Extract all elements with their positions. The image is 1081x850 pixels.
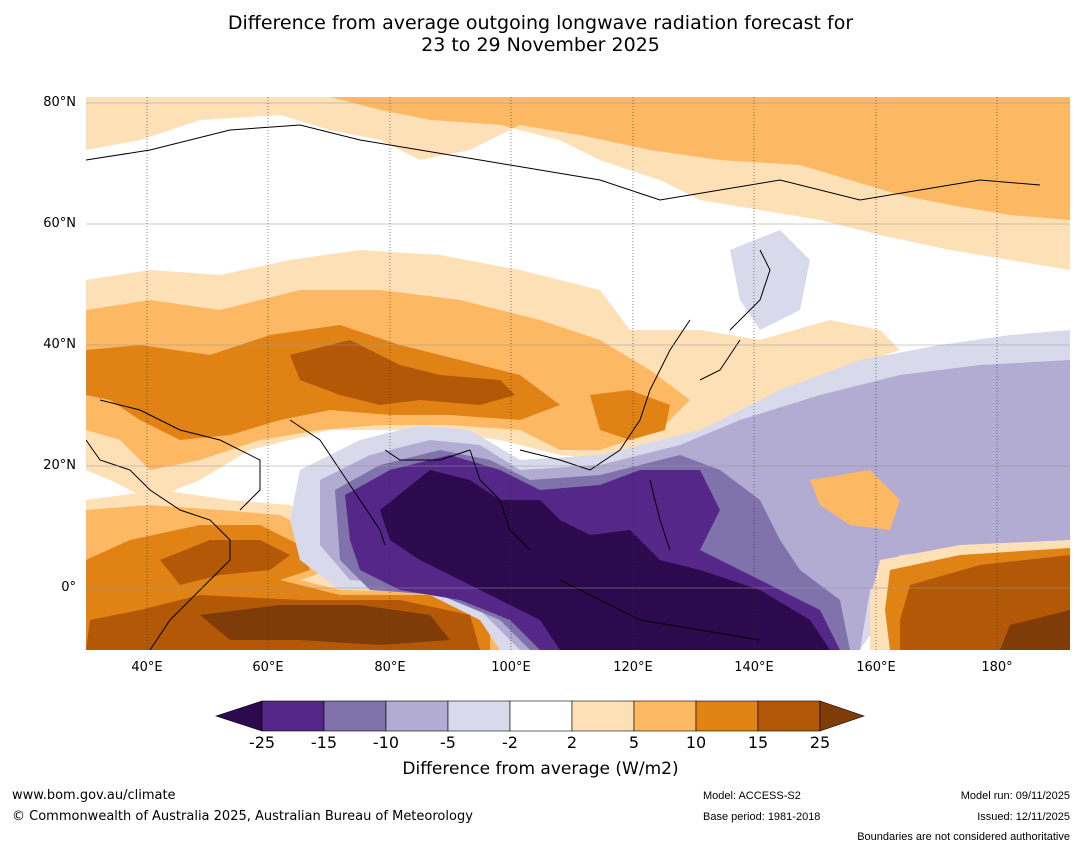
lat-label-80n: 80°N	[43, 95, 76, 110]
colorbar-extend-low	[215, 700, 263, 732]
colorbar-swatch-neg15-neg10	[323, 700, 387, 732]
website-link[interactable]: www.bom.gov.au/climate	[12, 788, 176, 803]
anomaly-region-pacific-5-10	[810, 470, 900, 530]
colorbar-swatch-2-5	[571, 700, 635, 732]
colorbar-swatch-10-15	[695, 700, 759, 732]
colorbar-tick: -10	[372, 733, 400, 752]
colorbar-swatch-neg2-2	[509, 700, 573, 732]
colorbar-swatch-5-10	[633, 700, 697, 732]
colorbar-label: Difference from average (W/m2)	[402, 759, 679, 779]
issued-date: Issued: 12/11/2025	[977, 811, 1070, 823]
anomaly-region-tibet-15-25	[290, 340, 515, 405]
anomaly-region-maritime-below-25	[380, 470, 830, 650]
graticule	[86, 97, 1070, 650]
anomaly-region-indian-ocean-above-25	[200, 605, 450, 645]
lat-label-60n: 60°N	[43, 216, 76, 231]
colorbar-tick: 10	[685, 733, 707, 752]
map-field	[86, 97, 1070, 650]
colorbar-tick: 25	[809, 733, 831, 752]
lon-label-180: 180°	[981, 660, 1013, 675]
colorbar-swatch-neg25-neg15	[261, 700, 325, 732]
anomaly-region-siberia-2-5	[86, 97, 1070, 270]
base-period: Base period: 1981-2018	[703, 811, 821, 823]
anomaly-region-japan-5-10-negative	[730, 230, 810, 330]
copyright-text: © Commonwealth of Australia 2025, Austra…	[12, 809, 473, 824]
colorbar-tick: -15	[310, 733, 338, 752]
lon-label-140e: 140°E	[734, 660, 774, 675]
colorbar-tick: -5	[440, 733, 456, 752]
map-title-line2: 23 to 29 November 2025	[421, 34, 660, 56]
lat-label-equator: 0°	[61, 580, 76, 595]
colorbar-swatch-15-25	[757, 700, 821, 732]
anomaly-region-china-10-15	[590, 390, 670, 440]
model-run-date: Model run: 09/11/2025	[960, 790, 1070, 802]
lon-label-120e: 120°E	[613, 660, 653, 675]
lon-label-80e: 80°E	[374, 660, 406, 675]
colorbar-tick: 15	[747, 733, 769, 752]
colorbar-swatch-neg5-neg2	[447, 700, 511, 732]
lon-label-40e: 40°E	[131, 660, 163, 675]
lon-label-160e: 160°E	[856, 660, 896, 675]
lat-label-40n: 40°N	[43, 337, 76, 352]
colorbar-tick: 2	[566, 733, 578, 752]
coastlines	[86, 124, 1041, 650]
boundaries-disclaimer: Boundaries are not considered authoritat…	[857, 831, 1070, 843]
colorbar-tick: -2	[502, 733, 518, 752]
colorbar-tick: -25	[248, 733, 276, 752]
anomaly-region-pacific-east-above-25	[1000, 610, 1070, 650]
colorbar-extend-high	[819, 700, 865, 732]
map-title-line1: Difference from average outgoing longwav…	[227, 12, 854, 34]
colorbar-swatch-neg10-neg5	[385, 700, 449, 732]
olr-anomaly-map	[86, 97, 1070, 650]
lon-label-100e: 100°E	[491, 660, 531, 675]
colorbar-tick: 5	[628, 733, 640, 752]
lon-label-60e: 60°E	[252, 660, 284, 675]
model-name: Model: ACCESS-S2	[703, 790, 801, 802]
lat-label-20n: 20°N	[43, 458, 76, 473]
